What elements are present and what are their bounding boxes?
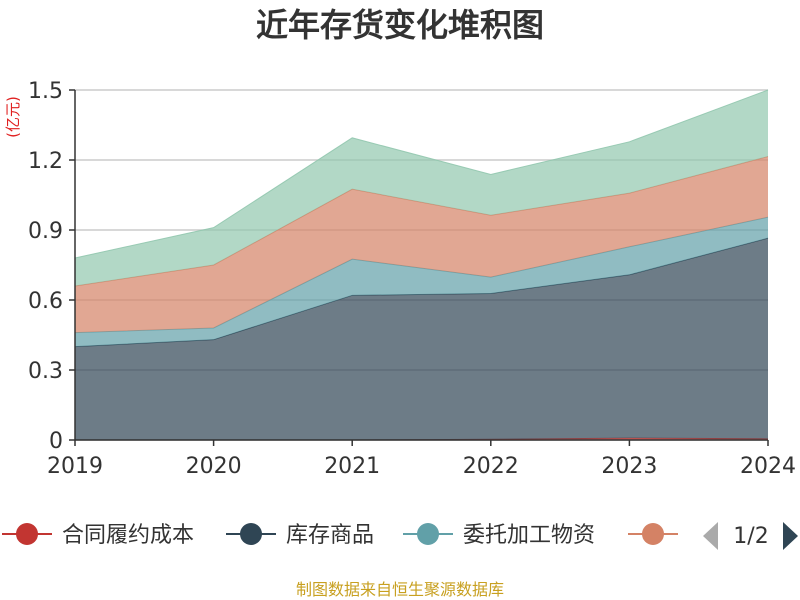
legend-pager[interactable]: 1/2 xyxy=(703,522,798,550)
area-series-4 xyxy=(75,90,768,286)
x-tick-label-2: 2021 xyxy=(324,454,380,479)
x-tick-label-3: 2022 xyxy=(463,454,519,479)
x-tick-label-0: 2019 xyxy=(47,454,103,479)
area-series-1 xyxy=(75,238,768,440)
x-tick-label-5: 2024 xyxy=(740,454,796,479)
legend-label-1: 库存商品 xyxy=(286,523,374,548)
y-axis-unit: (亿元) xyxy=(4,96,22,138)
triangle-left-icon[interactable] xyxy=(703,522,718,550)
y-axis-ticks: 0 0.3 0.6 0.9 1.2 1.5 xyxy=(28,79,75,454)
triangle-right-icon[interactable] xyxy=(783,522,798,550)
x-axis-ticks: 2019 2020 2021 2022 2023 2024 xyxy=(47,440,796,479)
chart-title: 近年存货变化堆积图 xyxy=(256,6,544,44)
axes xyxy=(74,90,768,441)
y-tick-label-3: 0.9 xyxy=(28,219,63,244)
area-line-series-4 xyxy=(74,89,769,259)
legend-marker-0 xyxy=(16,523,38,545)
legend-item-2[interactable]: 委托加工物资 xyxy=(403,523,595,548)
area-series-2 xyxy=(75,217,768,347)
legend-item-0[interactable]: 合同履约成本 xyxy=(2,523,194,548)
legend-marker-2 xyxy=(417,523,439,545)
legend-marker-3 xyxy=(642,523,664,545)
area-series-3 xyxy=(75,156,768,333)
y-tick-label-2: 0.6 xyxy=(28,289,63,314)
legend-label-2: 委托加工物资 xyxy=(463,523,595,548)
legend-page-indicator: 1/2 xyxy=(733,524,768,549)
x-tick-label-4: 2023 xyxy=(601,454,657,479)
legend-item-1[interactable]: 库存商品 xyxy=(226,523,374,548)
x-tick-label-1: 2020 xyxy=(186,454,242,479)
legend-item-3[interactable] xyxy=(628,523,678,545)
data-source-note: 制图数据来自恒生聚源数据库 xyxy=(296,580,504,599)
y-tick-label-5: 1.5 xyxy=(28,79,63,104)
stacked-areas xyxy=(74,89,769,441)
y-tick-label-4: 1.2 xyxy=(28,149,63,174)
y-tick-label-0: 0 xyxy=(49,429,63,454)
legend-marker-1 xyxy=(240,523,262,545)
legend-label-0: 合同履约成本 xyxy=(62,523,194,548)
legend[interactable]: 合同履约成本 库存商品 委托加工物资 xyxy=(2,523,678,548)
y-tick-label-1: 0.3 xyxy=(28,359,63,384)
